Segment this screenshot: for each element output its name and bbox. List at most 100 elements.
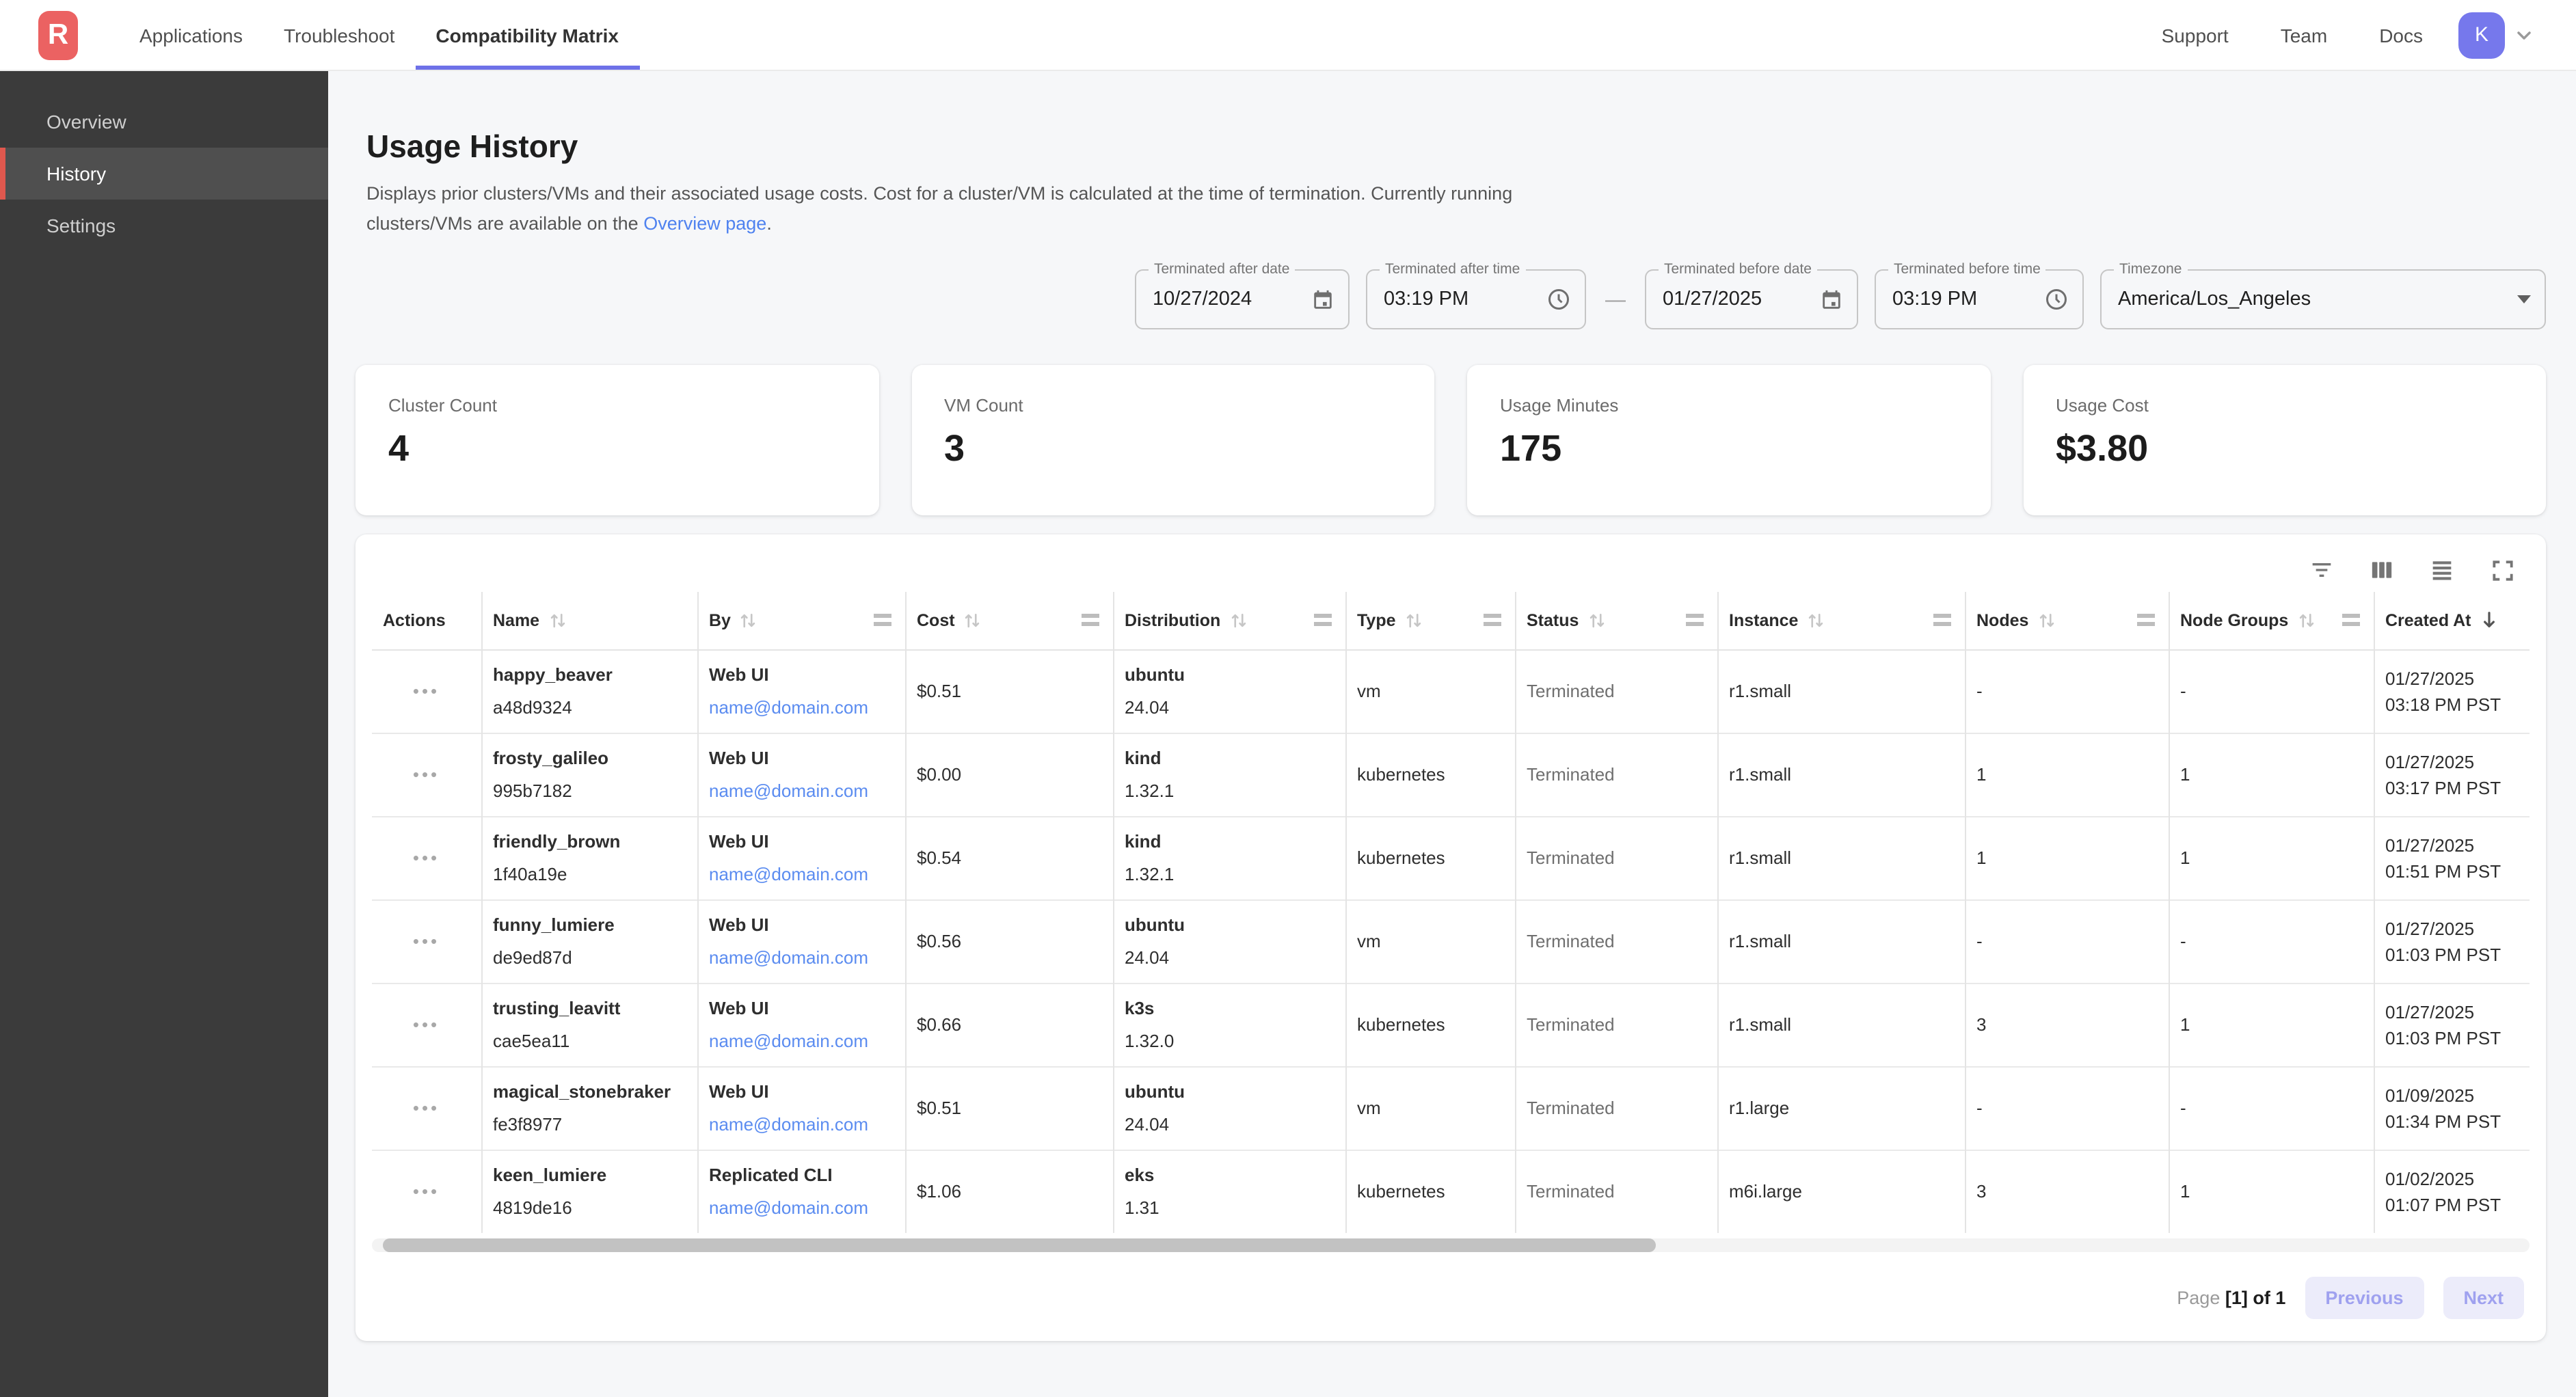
calendar-icon[interactable] — [1820, 288, 1843, 311]
column-header-nodes[interactable]: Nodes — [1964, 592, 2169, 650]
clock-icon[interactable] — [2044, 287, 2069, 312]
column-header-type[interactable]: Type — [1345, 592, 1515, 650]
row-actions-button[interactable]: ••• — [412, 1098, 440, 1118]
nav-link-docs[interactable]: Docs — [2379, 24, 2423, 46]
row-actions-button[interactable]: ••• — [412, 931, 440, 951]
calendar-icon[interactable] — [1311, 288, 1334, 311]
column-label: Type — [1357, 610, 1396, 630]
cell-created-at-time: 03:17 PM PST — [2385, 777, 2501, 798]
column-header-name[interactable]: Name — [481, 592, 697, 650]
stat-value: 3 — [944, 428, 965, 469]
cell-by-email-link[interactable]: name@domain.com — [709, 697, 869, 718]
cell-by-email-link[interactable]: name@domain.com — [709, 1114, 869, 1135]
column-menu-handle-icon[interactable] — [1313, 614, 1331, 627]
cell-by-email-link[interactable]: name@domain.com — [709, 864, 869, 884]
column-menu-handle-icon[interactable] — [873, 614, 891, 627]
cell-by-email-link[interactable]: name@domain.com — [709, 1031, 869, 1051]
row-actions-button[interactable]: ••• — [412, 847, 440, 868]
nav-link-team[interactable]: Team — [2280, 24, 2328, 46]
terminated-after-time-label: Terminated after time — [1380, 261, 1526, 277]
scrollbar-thumb[interactable] — [383, 1238, 1656, 1252]
cell-type: vm — [1345, 649, 1515, 733]
cell-nodes-value: 3 — [1976, 1014, 1987, 1035]
cell-node-groups: 1 — [2168, 732, 2374, 816]
cell-created-at-time: 01:34 PM PST — [2385, 1111, 2501, 1131]
column-header-instance[interactable]: Instance — [1717, 592, 1965, 650]
chevron-down-icon[interactable] — [2513, 24, 2535, 46]
cell-node-groups: - — [2168, 899, 2374, 983]
cell-status: Terminated — [1514, 732, 1717, 816]
nav-link-support[interactable]: Support — [2161, 24, 2229, 46]
column-menu-handle-icon[interactable] — [2136, 614, 2154, 627]
column-header-distribution[interactable]: Distribution — [1112, 592, 1345, 650]
density-icon[interactable] — [2426, 554, 2458, 586]
sidebar-item-history[interactable]: History — [0, 148, 328, 200]
column-header-node_groups[interactable]: Node Groups — [2168, 592, 2374, 650]
cell-status-value: Terminated — [1527, 1014, 1615, 1035]
column-header-cost[interactable]: Cost — [904, 592, 1113, 650]
cell-node-groups-value: - — [2180, 681, 2186, 701]
table-row: ••• trusting_leavitt cae5ea11 Web UI name@do… — [372, 982, 2530, 1066]
cell-status-value: Terminated — [1527, 764, 1615, 785]
sidebar-item-label: Overview — [46, 111, 126, 133]
column-label: Name — [493, 610, 540, 630]
nav-tab-troubleshoot[interactable]: Troubleshoot — [263, 0, 415, 70]
column-menu-handle-icon[interactable] — [1081, 614, 1099, 627]
cell-distribution: ubuntu 24.04 — [1112, 649, 1345, 733]
replicated-logo[interactable]: R — [38, 10, 78, 59]
terminated-before-date-field[interactable]: Terminated before date 01/27/2025 — [1645, 261, 1858, 329]
avatar[interactable]: K — [2458, 12, 2505, 58]
cell-by-email-link[interactable]: name@domain.com — [709, 781, 869, 801]
stat-value: $3.80 — [2056, 428, 2149, 469]
terminated-before-time-field[interactable]: Terminated before time 03:19 PM — [1875, 261, 2084, 329]
overview-page-link[interactable]: Overview page — [643, 213, 767, 234]
cell-by-email-link[interactable]: name@domain.com — [709, 1197, 869, 1219]
nav-tab-compatibility-matrix[interactable]: Compatibility Matrix — [415, 0, 639, 70]
sidebar-item-label: Settings — [46, 215, 116, 236]
table-row: ••• keen_lumiere 4819de16 Replicated CLI nam… — [372, 1149, 2530, 1233]
cell-created-at-time: 01:03 PM PST — [2385, 944, 2501, 964]
column-menu-handle-icon[interactable] — [1685, 614, 1703, 627]
column-header-created[interactable]: Created At — [2373, 592, 2530, 650]
cell-name: frosty_galileo 995b7182 — [481, 732, 697, 816]
row-actions-button[interactable]: ••• — [412, 1181, 440, 1202]
fullscreen-icon[interactable] — [2486, 554, 2519, 586]
cell-by-email-link[interactable]: name@domain.com — [709, 947, 869, 968]
nav-tabs: Applications Troubleshoot Compatibility Ma… — [119, 0, 639, 70]
terminated-after-date-field[interactable]: Terminated after date 10/27/2024 — [1135, 261, 1350, 329]
cell-distribution-primary: ubuntu — [1125, 1081, 1185, 1102]
column-menu-handle-icon[interactable] — [1933, 614, 1950, 627]
column-header-by[interactable]: By — [697, 592, 905, 650]
sidebar-item-settings[interactable]: Settings — [0, 200, 328, 252]
column-menu-handle-icon[interactable] — [1483, 614, 1501, 627]
column-header-status[interactable]: Status — [1514, 592, 1717, 650]
cell-actions: ••• — [372, 1149, 481, 1233]
cell-actions: ••• — [372, 649, 481, 733]
cell-type-value: vm — [1357, 931, 1381, 951]
cell-created-at: 01/09/2025 01:34 PM PST — [2373, 1066, 2530, 1150]
cell-instance: r1.small — [1717, 732, 1965, 816]
previous-page-button[interactable]: Previous — [2305, 1277, 2424, 1319]
cell-status: Terminated — [1514, 982, 1717, 1066]
top-nav: R Applications Troubleshoot Compatibility … — [0, 0, 2576, 71]
row-actions-button[interactable]: ••• — [412, 681, 440, 701]
row-actions-button[interactable]: ••• — [412, 764, 440, 785]
stat-card-cluster-count: Cluster Count 4 — [355, 365, 878, 515]
timezone-select[interactable]: Timezone America/Los_Angeles — [2100, 261, 2546, 329]
next-page-button[interactable]: Next — [2443, 1277, 2524, 1319]
row-actions-button[interactable]: ••• — [412, 1014, 440, 1035]
sidebar-item-overview[interactable]: Overview — [0, 96, 328, 148]
cell-by: Web UI name@domain.com — [697, 732, 905, 816]
cell-instance: r1.large — [1717, 1066, 1965, 1150]
date-range-separator: — — [1605, 288, 1626, 311]
terminated-after-time-field[interactable]: Terminated after time 03:19 PM — [1366, 261, 1586, 329]
table-scroll-area: Actions Name By Cost Distribution Type Status I… — [372, 592, 2530, 1233]
column-menu-handle-icon[interactable] — [2342, 614, 2359, 627]
cell-actions: ••• — [372, 1066, 481, 1150]
filter-icon[interactable] — [2305, 554, 2338, 586]
nav-tab-applications[interactable]: Applications — [119, 0, 263, 70]
cell-status: Terminated — [1514, 1149, 1717, 1233]
columns-icon[interactable] — [2365, 554, 2398, 586]
clock-icon[interactable] — [1546, 287, 1571, 312]
cell-cost: $0.66 — [904, 982, 1113, 1066]
